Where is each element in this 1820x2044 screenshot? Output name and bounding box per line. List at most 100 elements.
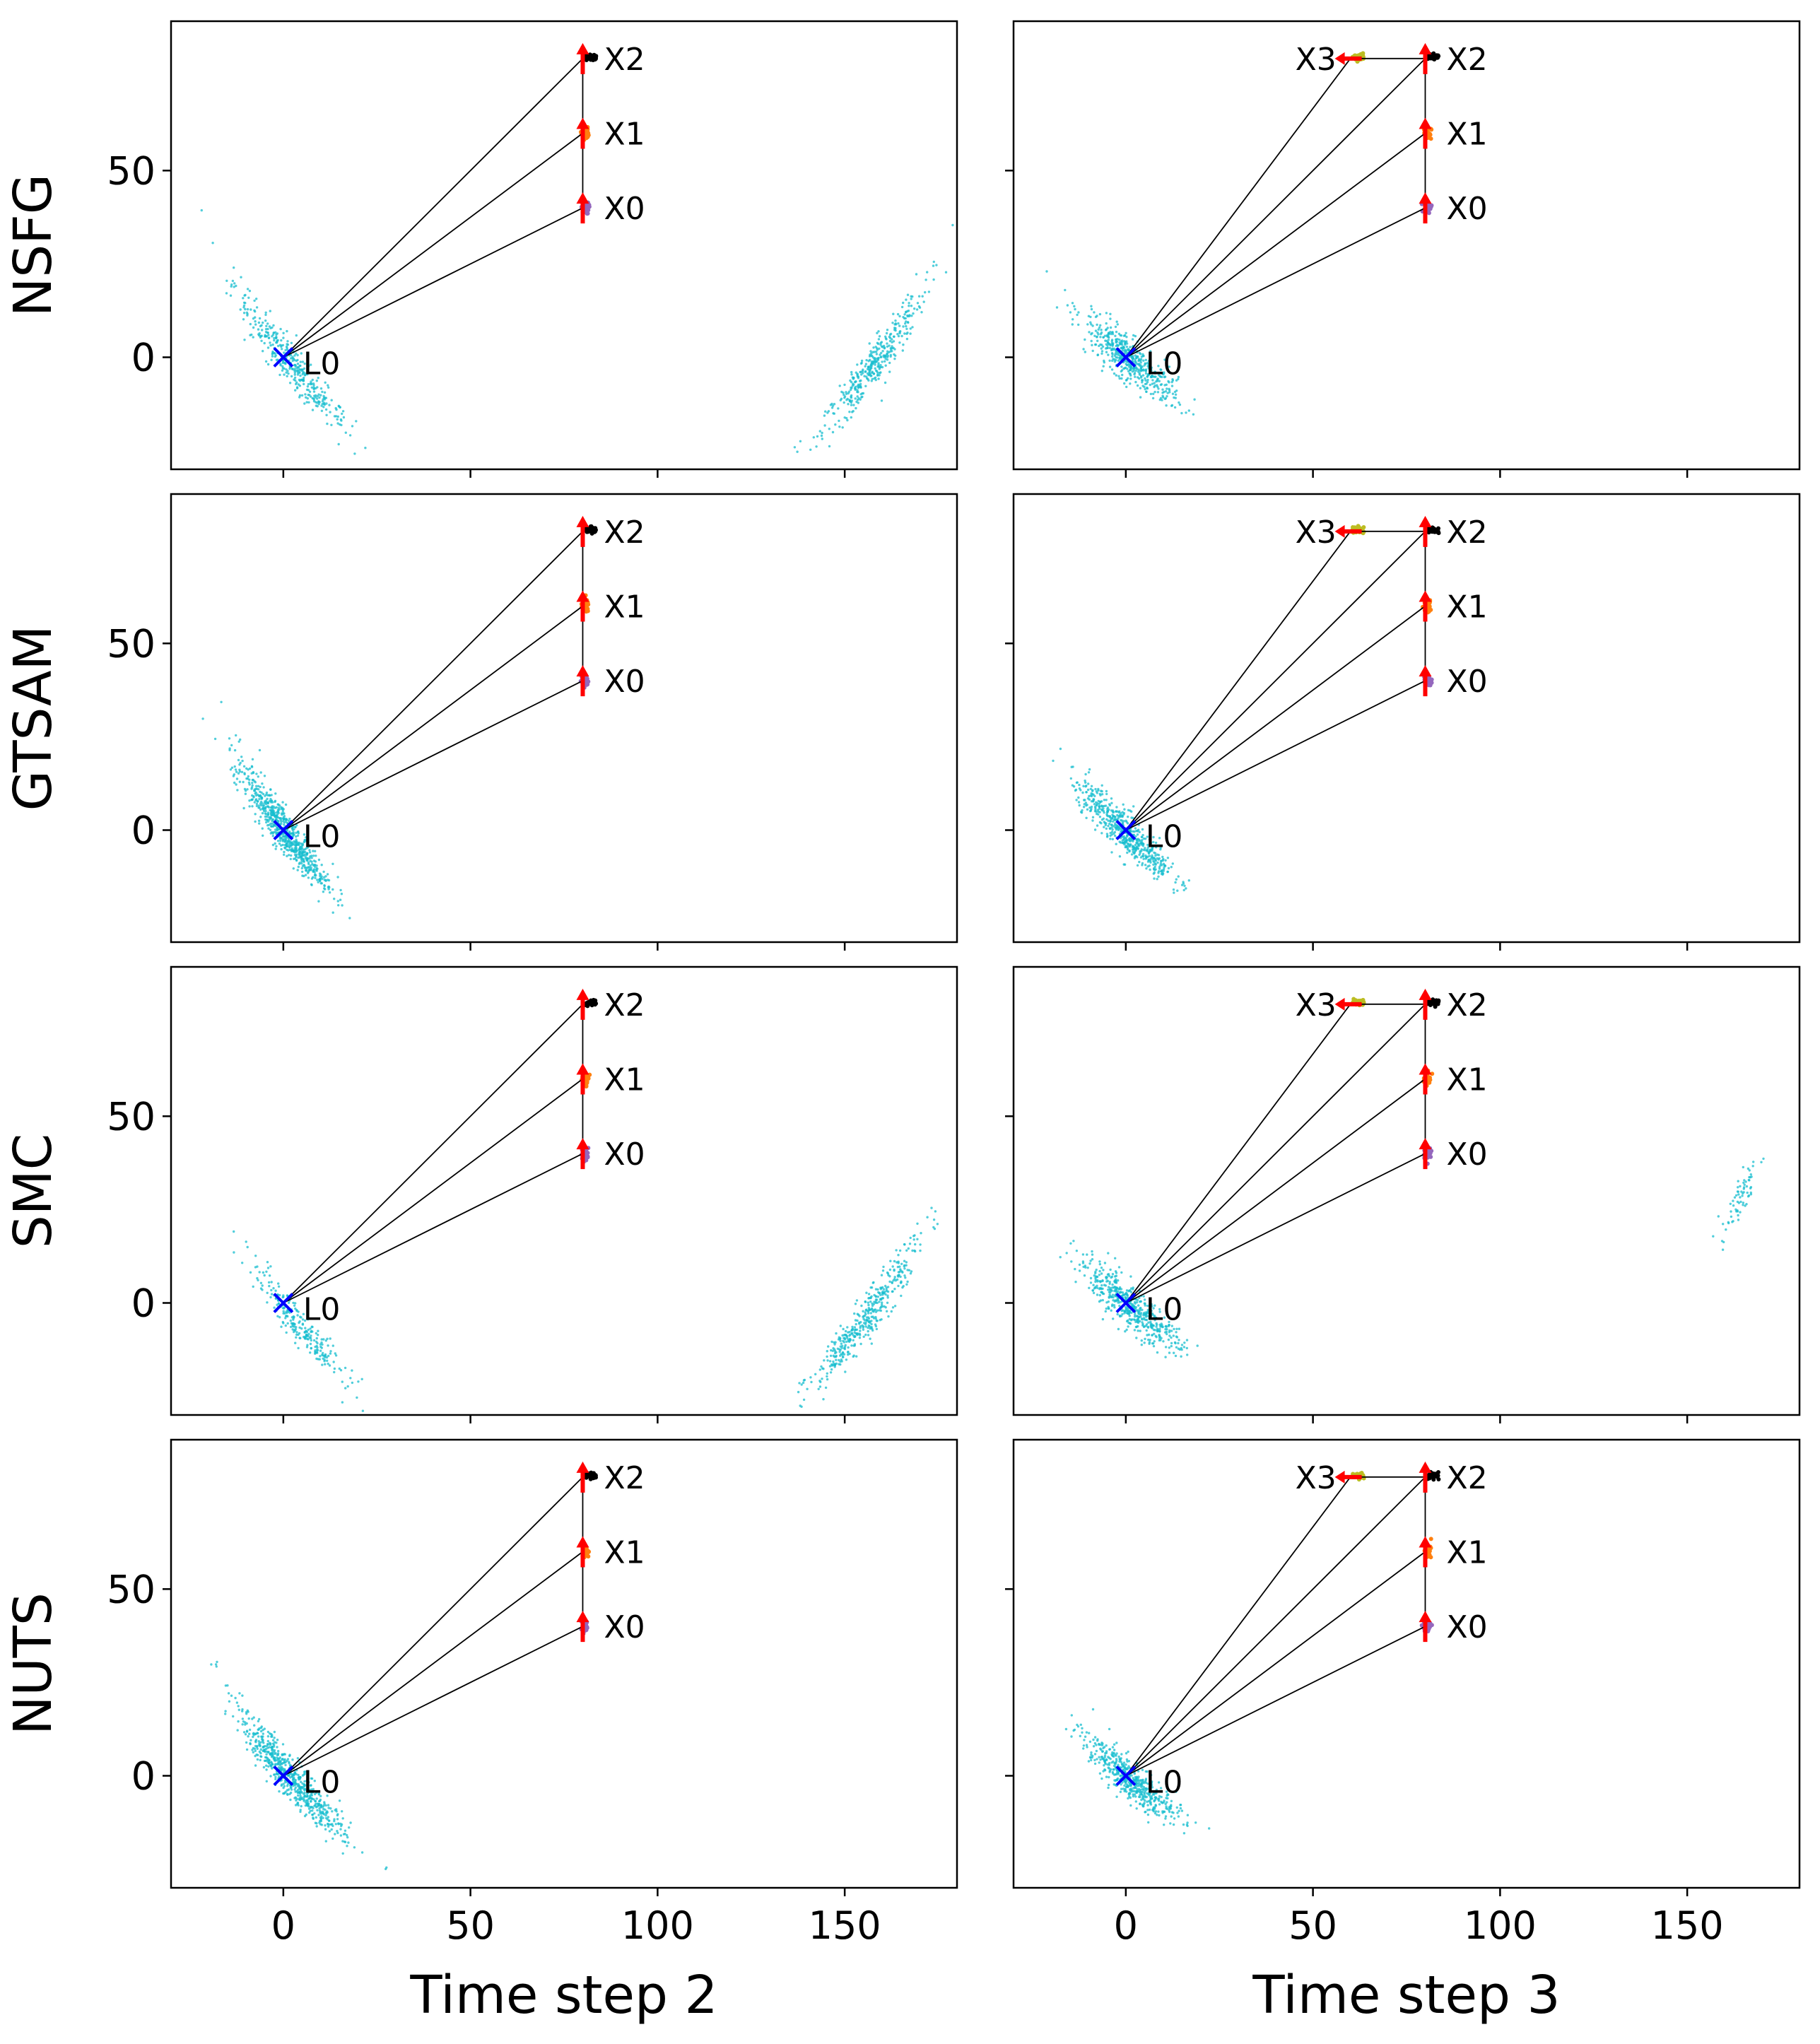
landmark-sample <box>1144 838 1147 840</box>
landmark-sample <box>258 797 261 801</box>
landmark-sample <box>1125 1320 1129 1323</box>
landmark-sample <box>1159 862 1163 865</box>
landmark-sample <box>821 1378 823 1380</box>
landmark-sample <box>1126 835 1129 838</box>
landmark-sample <box>1101 345 1105 348</box>
landmark-sample <box>1739 1211 1742 1214</box>
landmark-sample <box>1163 1316 1166 1319</box>
landmark-sample <box>230 766 234 769</box>
landmark-sample <box>278 1316 281 1319</box>
landmark-sample <box>1139 387 1142 389</box>
landmark-sample <box>291 1328 294 1331</box>
landmark-sample <box>312 864 315 867</box>
landmark-sample <box>242 304 246 307</box>
landmark-sample <box>1076 313 1079 317</box>
landmark-sample <box>1110 801 1113 805</box>
landmark-sample <box>1113 834 1117 838</box>
landmark-sample <box>1164 1346 1168 1349</box>
landmark-sample <box>880 351 883 355</box>
edge-l0-x0 <box>283 680 583 831</box>
landmark-sample <box>1072 318 1074 321</box>
landmark-sample <box>1110 1309 1112 1312</box>
landmark-sample <box>1084 785 1087 788</box>
landmark-sample <box>812 436 816 439</box>
landmark-sample <box>1111 1286 1114 1289</box>
landmark-sample <box>1141 1321 1144 1324</box>
landmark-sample <box>858 1315 861 1317</box>
landmark-sample <box>274 354 277 357</box>
landmark-sample <box>850 387 853 389</box>
landmark-sample <box>329 1352 332 1355</box>
landmark-sample <box>238 780 242 783</box>
landmark-sample <box>330 423 333 426</box>
landmark-sample <box>316 405 319 408</box>
landmark-sample <box>271 343 274 346</box>
landmark-sample <box>1154 841 1158 845</box>
landmark-sample <box>879 1305 883 1308</box>
landmark-sample <box>1160 872 1163 876</box>
landmark-sample <box>1127 842 1130 846</box>
landmark-label: L0 <box>303 1292 341 1328</box>
landmark-sample <box>271 352 274 355</box>
landmark-sample <box>876 1296 880 1298</box>
landmark-sample <box>910 298 912 300</box>
landmark-sample <box>249 308 252 311</box>
landmark-sample <box>278 373 281 377</box>
landmark-sample <box>878 347 881 350</box>
landmark-sample <box>1140 843 1144 846</box>
landmark-sample <box>1078 783 1081 787</box>
landmark-sample <box>898 324 901 327</box>
landmark-sample-cloud <box>797 1206 939 1409</box>
landmark-sample <box>867 1326 869 1329</box>
pose-sample <box>585 1002 590 1006</box>
landmark-sample <box>284 803 288 806</box>
landmark-sample <box>273 1306 276 1309</box>
landmark-sample <box>832 1360 835 1363</box>
landmark-sample <box>281 367 284 370</box>
landmark-sample <box>317 881 319 883</box>
landmark-sample <box>1115 828 1118 831</box>
landmark-sample <box>271 805 274 808</box>
landmark-sample <box>298 1326 301 1329</box>
landmark-sample <box>897 334 900 338</box>
landmark-sample-cloud <box>793 223 954 453</box>
landmark-sample <box>324 888 327 891</box>
landmark-sample <box>1148 1341 1151 1344</box>
landmark-sample <box>844 1370 847 1373</box>
landmark-sample <box>316 394 319 398</box>
landmark-sample <box>905 1264 908 1267</box>
landmark-sample <box>1123 837 1126 840</box>
landmark-sample <box>326 422 329 425</box>
landmark-sample <box>1745 1203 1748 1206</box>
landmark-sample <box>894 319 897 322</box>
landmark-sample <box>248 1728 252 1732</box>
landmark-sample <box>336 900 339 903</box>
pose-marker-x2 <box>576 515 589 547</box>
landmark-sample <box>842 392 845 394</box>
landmark-sample <box>278 842 281 845</box>
landmark-sample <box>257 804 260 807</box>
landmark-sample <box>860 1304 863 1308</box>
landmark-sample <box>1132 355 1134 358</box>
landmark-sample <box>867 1334 870 1337</box>
edge-l0-x2 <box>1125 58 1426 358</box>
edge-l0-x1 <box>1125 1078 1426 1304</box>
landmark-sample <box>878 1309 881 1312</box>
landmark-sample <box>1102 336 1105 339</box>
landmark-sample <box>1082 348 1085 351</box>
landmark-sample <box>867 1310 870 1313</box>
landmark-sample <box>1155 1325 1158 1328</box>
landmark-sample <box>902 343 905 346</box>
landmark-sample <box>1110 826 1113 829</box>
landmark-sample <box>1094 808 1097 811</box>
landmark-sample <box>322 406 325 409</box>
landmark-sample <box>295 835 298 838</box>
landmark-sample <box>839 1325 843 1327</box>
landmark-sample <box>809 1376 812 1379</box>
landmark-sample <box>850 404 853 406</box>
landmark-sample <box>1098 816 1102 818</box>
landmark-sample <box>1110 851 1113 854</box>
landmark-sample <box>298 1332 301 1335</box>
landmark-sample <box>282 818 285 821</box>
landmark-sample <box>891 341 893 343</box>
